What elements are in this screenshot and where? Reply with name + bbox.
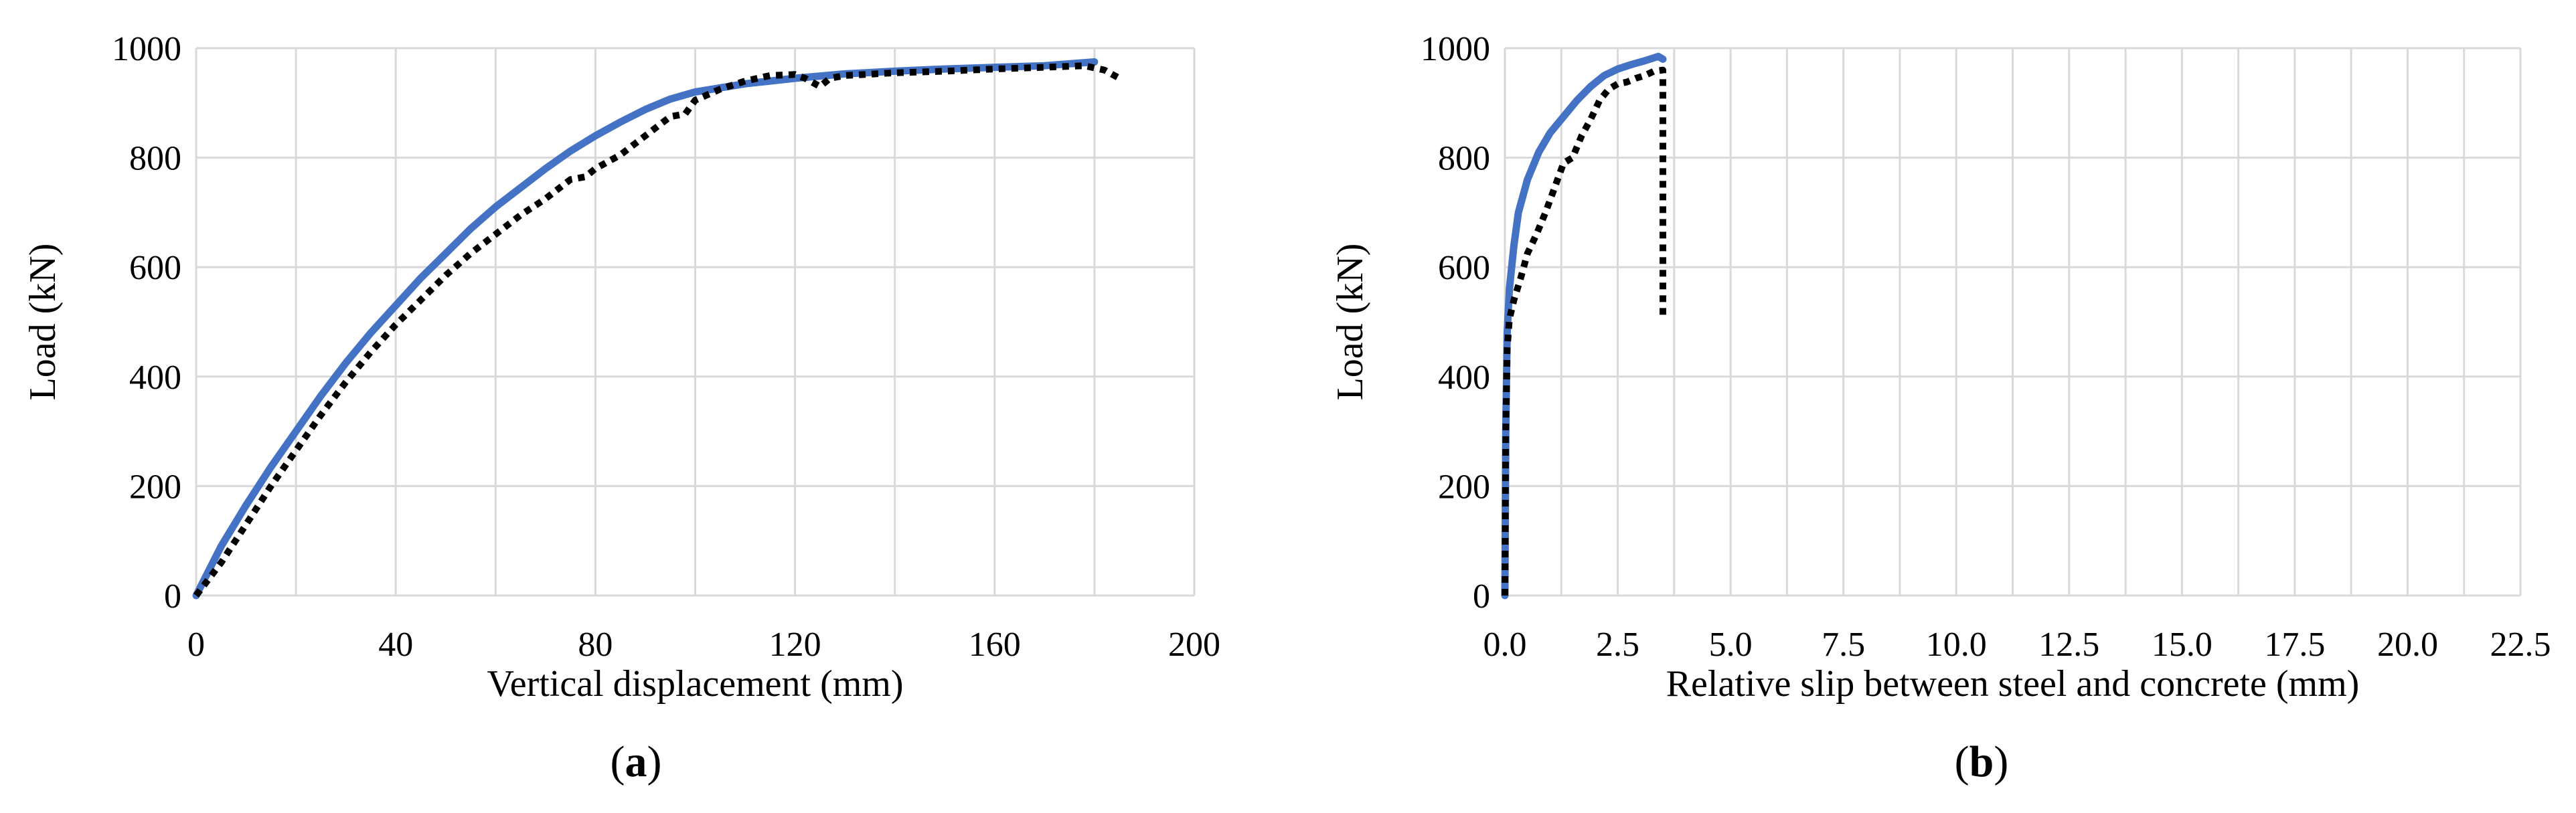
panel-label-close: ) xyxy=(647,737,662,786)
x-tick-label: 80 xyxy=(578,626,613,664)
x-tick-label: 2.5 xyxy=(1596,626,1639,664)
panel-label-letter: a xyxy=(625,737,647,786)
y-tick-label: 0 xyxy=(1473,577,1490,616)
y-axis-label: Load (kN) xyxy=(1330,244,1371,401)
y-tick-label: 200 xyxy=(1438,468,1490,506)
x-tick-label: 17.5 xyxy=(2264,626,2325,664)
x-tick-label: 15.0 xyxy=(2152,626,2212,664)
y-tick-label: 200 xyxy=(129,468,181,506)
x-tick-label: 0.0 xyxy=(1483,626,1527,664)
chart-panel-a: 0 200 400 600 800 1000 0 40 80 120 160 200 Vertical … xyxy=(22,30,1220,786)
x-tick-label: 5.0 xyxy=(1709,626,1753,664)
solid-series-line xyxy=(192,58,1099,600)
dotted-series-line xyxy=(1502,66,1666,596)
panel-label: (b) xyxy=(1955,737,2009,786)
x-tick-label: 12.5 xyxy=(2038,626,2099,664)
solid-series-line xyxy=(1501,52,1667,600)
panel-label-open: ( xyxy=(1955,737,1969,786)
y-tick-label: 600 xyxy=(1438,249,1490,287)
y-tick-label: 400 xyxy=(1438,359,1490,397)
y-tick-label: 1000 xyxy=(112,30,181,68)
x-tick-label: 22.5 xyxy=(2490,626,2551,664)
panel-label-close: ) xyxy=(1994,737,2008,786)
x-axis-label: Relative slip between steel and concrete… xyxy=(1666,663,2360,705)
dotted-series-line xyxy=(193,62,1121,598)
x-tick-label: 20.0 xyxy=(2377,626,2438,664)
y-tick-label: 800 xyxy=(129,140,181,178)
x-axis-label: Vertical displacement (mm) xyxy=(487,663,904,705)
chart-panel-b: 0 200 400 600 800 1000 0.0 2.5 5.0 7.5 10.0 12.5 15.… xyxy=(1330,30,2551,786)
x-tick-label: 120 xyxy=(769,626,821,664)
x-tick-label: 10.0 xyxy=(1926,626,1987,664)
x-tick-label: 160 xyxy=(969,626,1021,664)
y-tick-label: 800 xyxy=(1438,140,1490,178)
x-tick-label: 0 xyxy=(187,626,205,664)
y-axis-label: Load (kN) xyxy=(22,244,64,401)
panel-label-open: ( xyxy=(611,737,625,786)
x-tick-label: 7.5 xyxy=(1822,626,1865,664)
panel-label: (a) xyxy=(611,737,662,786)
y-tick-label: 1000 xyxy=(1421,30,1490,68)
y-tick-label: 400 xyxy=(129,359,181,397)
panel-label-letter: b xyxy=(1969,737,1994,786)
y-tick-label: 0 xyxy=(164,577,181,616)
y-tick-label: 600 xyxy=(129,249,181,287)
x-tick-label: 40 xyxy=(378,626,413,664)
x-tick-label: 200 xyxy=(1168,626,1220,664)
